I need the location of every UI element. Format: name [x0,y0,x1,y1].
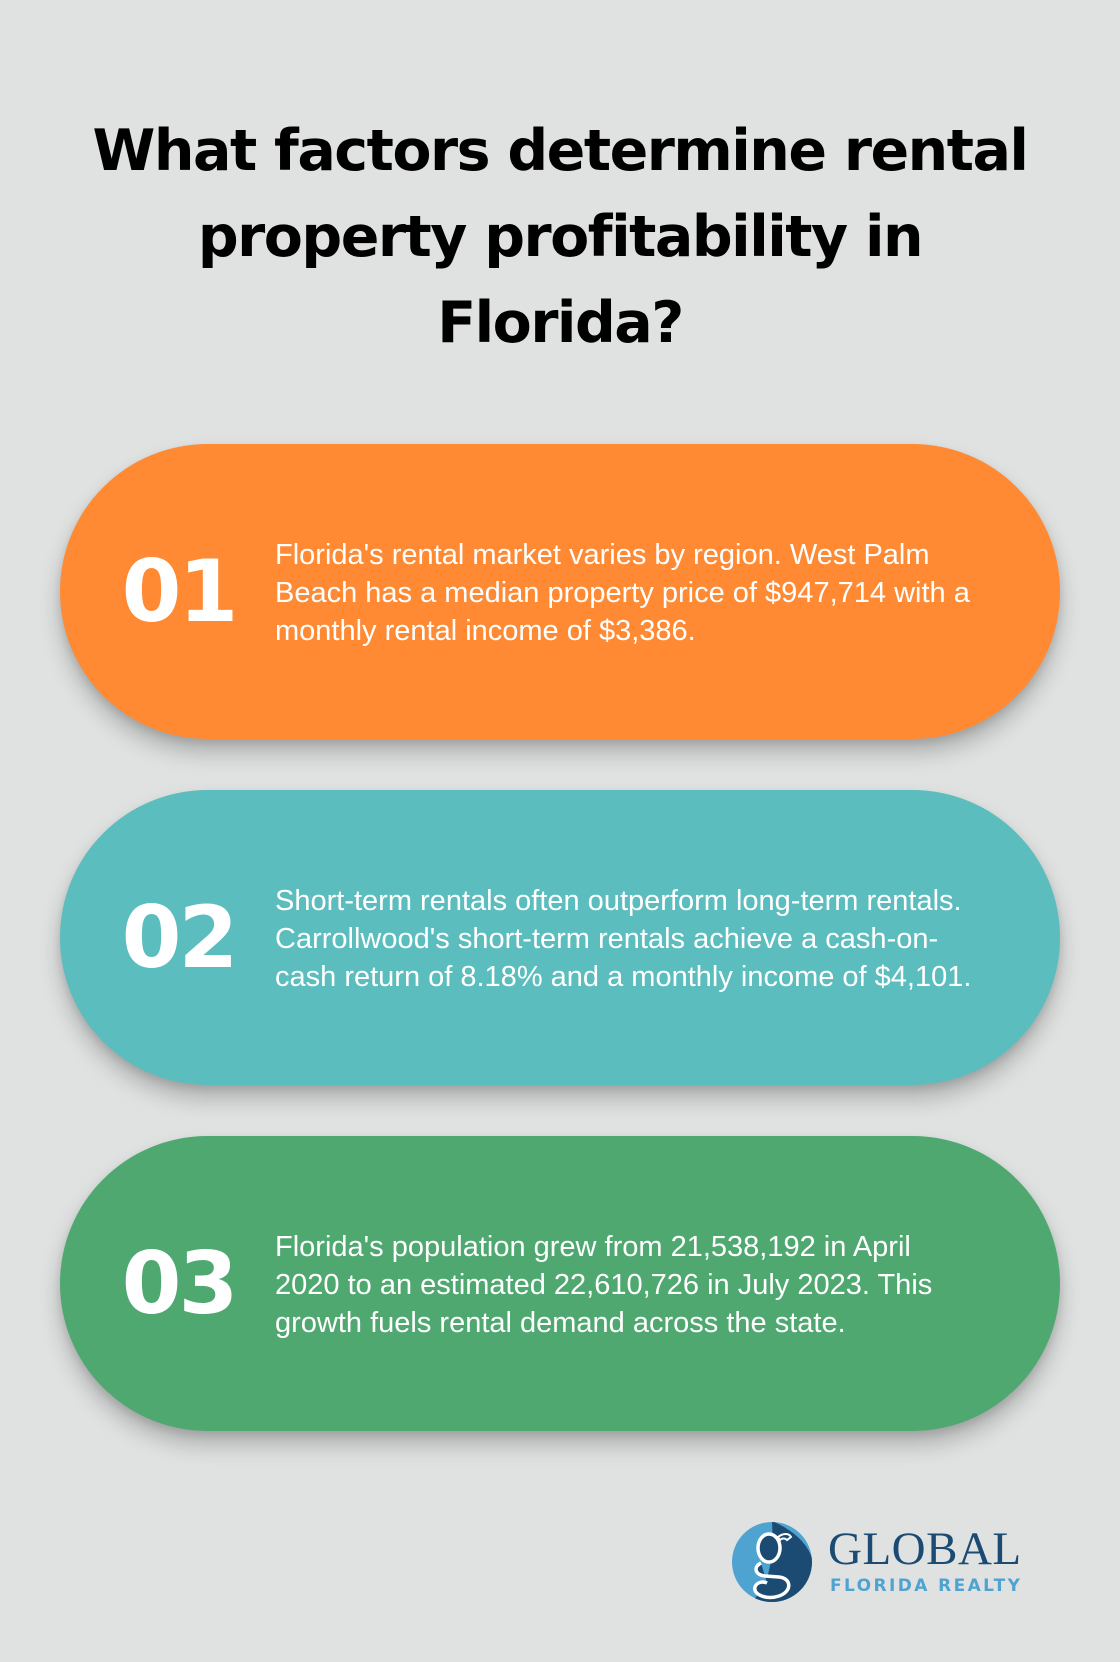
title-line-1: What factors determine rental [92,118,1029,184]
factor-description: Florida's rental market varies by region… [275,444,975,739]
factor-number: 01 [121,541,239,642]
title-line-3: Florida? [437,290,684,356]
factor-card-3: 03 Florida's population grew from 21,538… [60,1136,1060,1431]
factor-card-2: 02 Short-term rentals often outperform l… [60,790,1060,1085]
factor-text: Florida's rental market varies by region… [275,538,970,647]
factor-number: 03 [121,1233,239,1334]
page-title: What factors determine rental property p… [0,108,1120,366]
factor-text: Florida's population grew from 21,538,19… [275,1230,933,1339]
globe-g-logo-icon [732,1522,812,1602]
brand-logo: GLOBAL FLORIDA REALTY [731,1521,1071,1603]
factor-card-1: 01 Florida's rental market varies by reg… [60,444,1060,739]
title-line-2: property profitability in [197,204,924,270]
factor-number: 02 [121,887,239,988]
factor-description: Florida's population grew from 21,538,19… [275,1136,975,1431]
logo-subtitle: FLORIDA REALTY [830,1576,1023,1596]
factor-text: Short-term rentals often outperform long… [275,884,972,993]
logo-wordmark: GLOBAL [828,1523,1022,1575]
factor-description: Short-term rentals often outperform long… [275,790,975,1085]
